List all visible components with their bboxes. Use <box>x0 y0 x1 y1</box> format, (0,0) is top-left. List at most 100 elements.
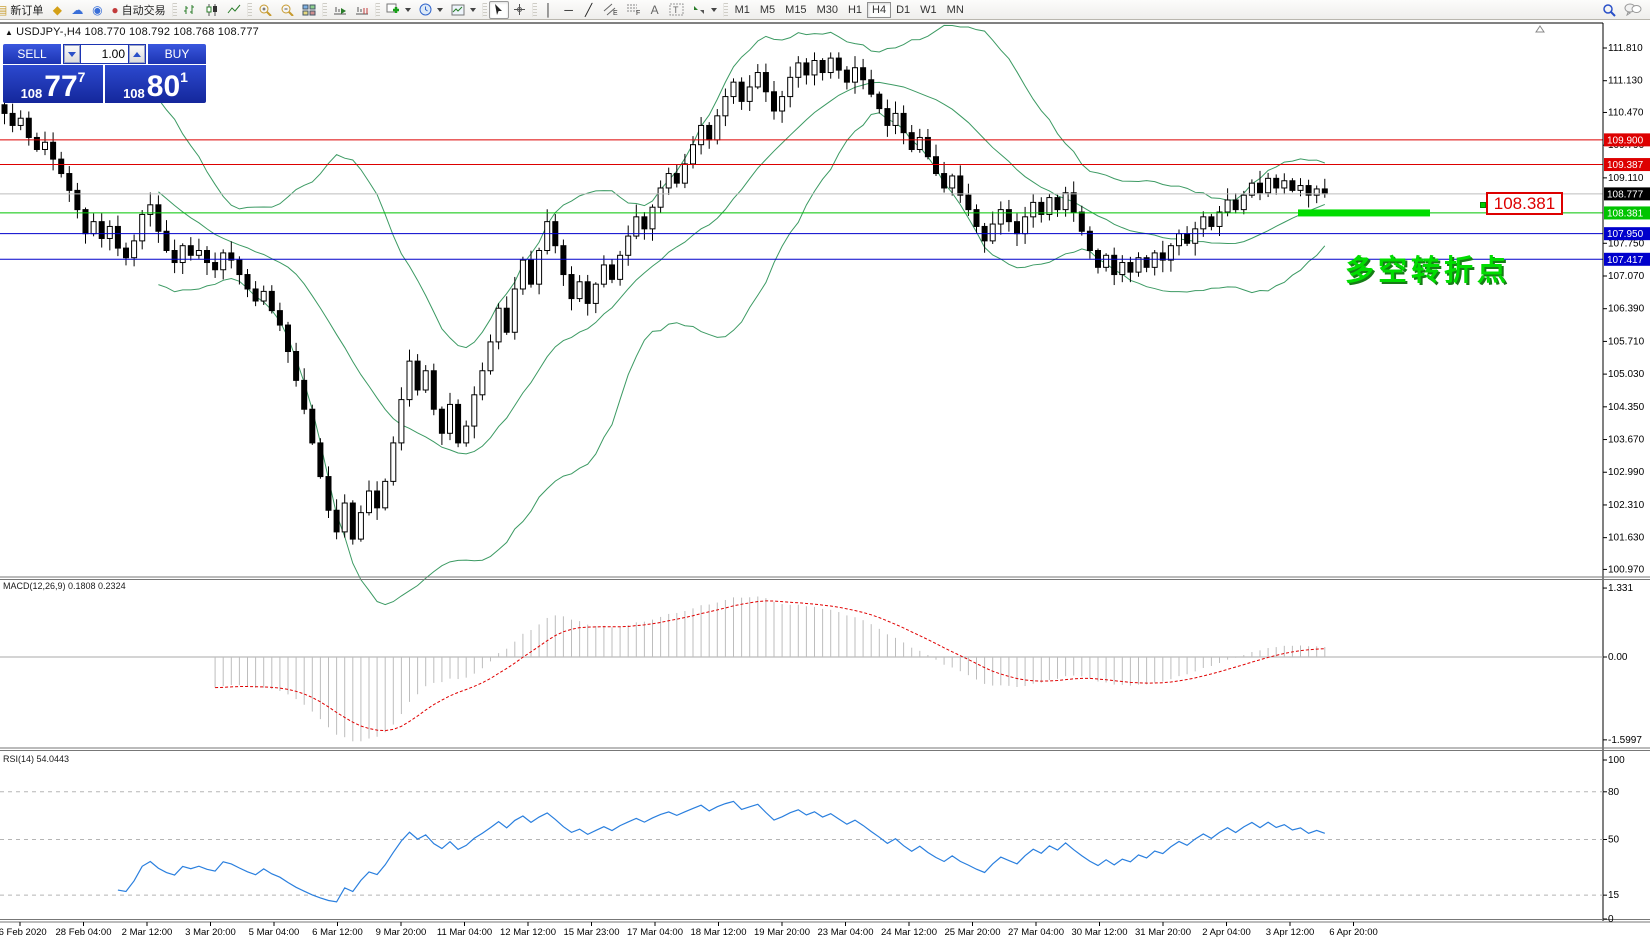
cursor-button[interactable] <box>488 0 509 19</box>
crosshair-icon <box>513 4 525 15</box>
candle-body <box>325 476 332 511</box>
line-anchor-icon <box>1480 202 1486 208</box>
candle-body <box>50 141 57 160</box>
candlestick-chart-icon <box>206 3 217 16</box>
new-order-button[interactable]: ▤ 新订单 <box>0 1 47 19</box>
chart-canvas[interactable]: 111.810111.130110.470109.790109.110107.7… <box>0 20 1650 938</box>
new-chart-button[interactable] <box>382 1 415 19</box>
candle-body <box>868 79 875 95</box>
candle-body <box>900 112 907 134</box>
timeframe-button-m15[interactable]: M15 <box>785 3 807 16</box>
bar-chart-button[interactable] <box>179 1 201 19</box>
candle-body <box>309 408 316 444</box>
channel-button[interactable]: E <box>599 1 622 19</box>
zoom-out-button[interactable] <box>276 1 298 19</box>
price-level-callout[interactable]: 108.381 <box>1480 192 1563 215</box>
candle-body <box>908 132 915 150</box>
candle-body <box>1038 201 1045 215</box>
time-axis[interactable]: 26 Feb 2020 28 Feb 04:00 2 Mar 12:00 3 Mar … <box>0 922 1378 938</box>
signals-button[interactable]: ◉ <box>87 1 107 19</box>
chart-shift-button[interactable] <box>351 1 373 19</box>
candle-body <box>1062 192 1069 211</box>
candle-body <box>973 209 980 227</box>
candle-body <box>924 136 931 158</box>
sell-button[interactable]: SELL <box>3 44 61 64</box>
text-button[interactable]: A <box>645 1 665 19</box>
candle-body <box>1281 180 1288 189</box>
buy-button[interactable]: BUY <box>148 44 206 64</box>
time-tick-label: 12 Mar 12:00 <box>500 927 556 938</box>
candle-body <box>195 250 202 256</box>
buy-price-display[interactable]: 108 80 1 <box>105 65 206 103</box>
timeframe-button-h1[interactable]: H1 <box>847 3 863 16</box>
candlestick-chart-button[interactable] <box>201 1 223 19</box>
period-button[interactable] <box>415 1 447 19</box>
candle-body <box>455 403 462 444</box>
candle-body <box>1086 230 1093 252</box>
cursor-icon <box>495 4 503 15</box>
candle-body <box>649 206 656 230</box>
chat-button[interactable] <box>1620 1 1646 19</box>
horizontal-line-button[interactable]: ─ <box>559 1 579 19</box>
timeframe-button-m1[interactable]: M1 <box>734 3 750 16</box>
fibonacci-button[interactable]: F <box>622 1 645 19</box>
candle-body <box>941 173 948 189</box>
candle-body <box>155 204 162 232</box>
svg-text:E: E <box>613 10 618 16</box>
timeframe-button-h4[interactable]: H4 <box>867 1 892 18</box>
candle-body <box>536 250 543 285</box>
candle-body <box>803 62 810 76</box>
crosshair-button[interactable] <box>509 1 530 19</box>
timeframe-button-w1[interactable]: W1 <box>920 3 937 16</box>
price-axis[interactable]: 111.810111.130110.470109.790109.110107.7… <box>1603 43 1650 575</box>
vertical-line-button[interactable]: │ <box>539 1 559 19</box>
candle-body <box>568 274 575 300</box>
bollinger-upper-band <box>157 24 1325 349</box>
timeframe-button-m5[interactable]: M5 <box>759 3 776 16</box>
increase-arrow-icon <box>133 51 141 57</box>
chart-window: 111.810111.130110.470109.790109.110107.7… <box>0 20 1650 938</box>
timeframe-button-mn[interactable]: MN <box>946 3 964 16</box>
turning-point-annotation[interactable]: 多空转折点 <box>1345 255 1511 287</box>
candle-body <box>479 370 486 396</box>
candle-body <box>1208 216 1215 227</box>
sell-price-display[interactable]: 108 77 7 <box>3 65 103 103</box>
arrows-button[interactable] <box>688 1 721 19</box>
text-label-button[interactable]: T <box>665 1 688 19</box>
candle-body <box>730 81 737 98</box>
candle-body <box>1184 233 1191 244</box>
fibonacci-icon: F <box>626 4 640 16</box>
timeframe-button-m30[interactable]: M30 <box>816 3 838 16</box>
search-button[interactable] <box>1598 1 1620 19</box>
candle-body <box>236 259 243 276</box>
thick-trend-segment[interactable] <box>1298 209 1430 217</box>
auto-scroll-button[interactable] <box>329 1 351 19</box>
autotrading-button[interactable]: ● 自动交易 <box>107 1 169 19</box>
zoom-in-button[interactable] <box>254 1 276 19</box>
time-tick-label: 30 Mar 12:00 <box>1072 927 1128 938</box>
lot-decrease-button[interactable] <box>64 45 80 63</box>
symbol-title: USDJPY-,H4 108.770 108.792 108.768 108.7… <box>16 26 259 38</box>
candle-body <box>317 442 324 478</box>
macd-tick-label: 0.00 <box>1608 652 1628 663</box>
line-chart-button[interactable] <box>223 1 245 19</box>
tile-windows-button[interactable] <box>298 1 320 19</box>
candle-body <box>665 173 672 189</box>
trendline-button[interactable]: ╱ <box>579 1 599 19</box>
chart-shift-marker[interactable] <box>1535 25 1545 33</box>
candle-body <box>1313 188 1320 196</box>
zoom-out-icon <box>281 4 294 16</box>
candle-body <box>66 173 73 191</box>
candle-body <box>114 225 121 249</box>
lot-increase-button[interactable] <box>129 45 145 63</box>
timeframe-button-d1[interactable]: D1 <box>896 3 911 16</box>
rsi-tick-label: 50 <box>1608 835 1620 846</box>
candle-body <box>98 221 105 239</box>
lot-size-input[interactable] <box>81 45 128 63</box>
candle-body <box>341 502 348 533</box>
market-watch-button[interactable]: ◆ <box>47 1 67 19</box>
template-button[interactable] <box>447 1 480 19</box>
community-button[interactable]: ☁ <box>67 1 87 19</box>
candle-body <box>268 290 275 312</box>
candle-body <box>754 72 761 88</box>
